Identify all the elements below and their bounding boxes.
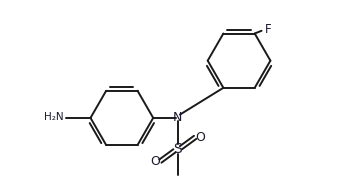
Text: H₂N: H₂N: [44, 112, 64, 121]
Text: O: O: [150, 155, 160, 168]
Text: O: O: [195, 131, 205, 144]
Text: N: N: [173, 111, 182, 124]
Text: F: F: [265, 24, 272, 36]
Text: S: S: [173, 142, 182, 156]
